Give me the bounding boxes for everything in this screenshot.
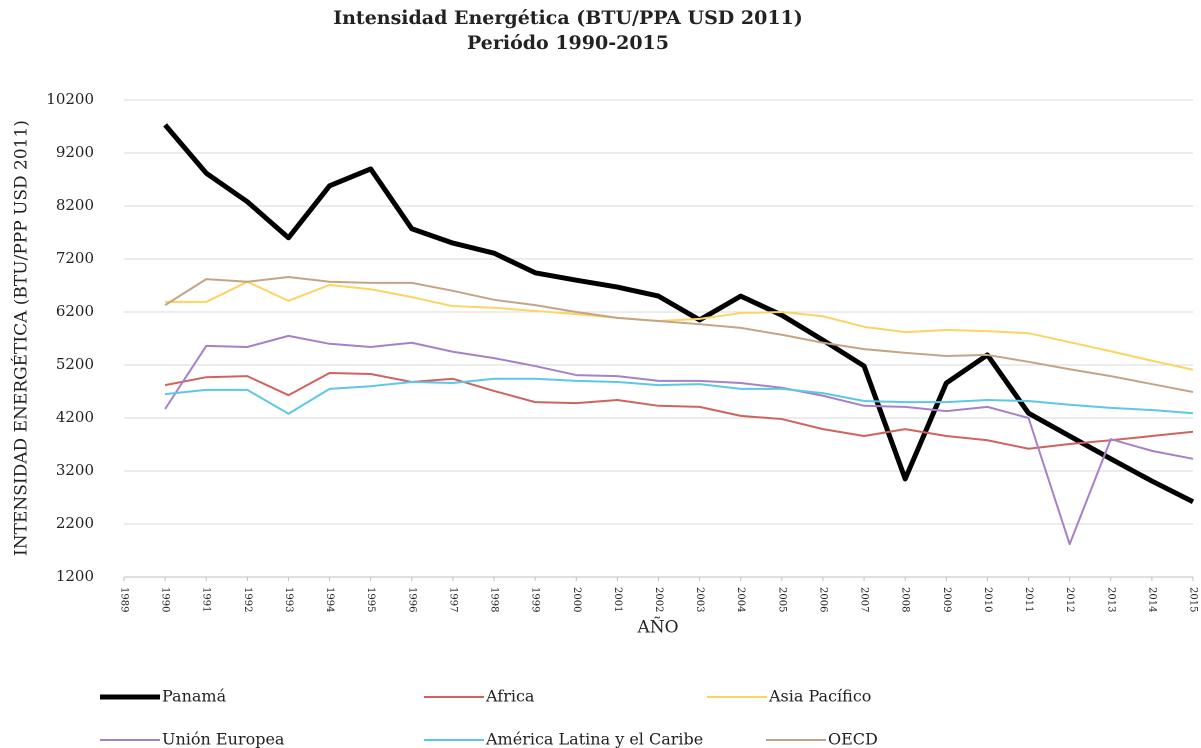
x-tick-label: 2004 bbox=[735, 587, 746, 612]
y-tick-label: 4200 bbox=[56, 408, 94, 426]
x-tick-label: 1997 bbox=[447, 587, 458, 612]
y-tick-label: 6200 bbox=[56, 302, 94, 320]
legend-label: Panamá bbox=[162, 687, 227, 706]
x-tick-label: 2015 bbox=[1188, 587, 1199, 612]
y-tick-label: 7200 bbox=[56, 249, 94, 267]
y-tick-label: 2200 bbox=[56, 514, 94, 532]
x-tick-label: 2005 bbox=[776, 587, 787, 612]
y-axis-label: INTENSIDAD ENERGÉTICA (BTU/PPP USD 2011) bbox=[11, 120, 32, 556]
y-tick-label: 8200 bbox=[56, 196, 94, 214]
x-tick-label: 2012 bbox=[1064, 587, 1075, 612]
x-tick-label: 2003 bbox=[694, 587, 705, 612]
x-tick-label: 1996 bbox=[406, 587, 417, 612]
x-tick-label: 2011 bbox=[1023, 587, 1034, 612]
x-tick-label: 1993 bbox=[283, 587, 294, 612]
x-tick-label: 1990 bbox=[160, 587, 171, 612]
series-line bbox=[164, 334, 1194, 546]
series-line bbox=[163, 123, 1195, 504]
legend-label: Unión Europea bbox=[162, 730, 285, 748]
legend-label: OECD bbox=[828, 730, 878, 748]
legend-label: Africa bbox=[485, 687, 535, 706]
x-tick-label: 2013 bbox=[1105, 587, 1116, 612]
x-tick-label: 2014 bbox=[1146, 587, 1157, 612]
x-tick-label: 2008 bbox=[900, 587, 911, 612]
y-tick-label: 1200 bbox=[56, 567, 94, 585]
x-tick-label: 2001 bbox=[612, 587, 623, 612]
x-axis-label: AÑO bbox=[636, 617, 678, 638]
x-tick-label: 1992 bbox=[242, 587, 253, 612]
x-tick-label: 1989 bbox=[119, 587, 130, 612]
series-line bbox=[164, 276, 1194, 394]
y-tick-label: 9200 bbox=[56, 143, 94, 161]
x-tick-label: 2007 bbox=[859, 587, 870, 612]
x-tick-label: 1998 bbox=[489, 587, 500, 612]
legend-label: América Latina y el Caribe bbox=[485, 730, 703, 748]
y-tick-label: 3200 bbox=[56, 461, 94, 479]
x-tick-label: 2010 bbox=[982, 587, 993, 612]
x-tick-label: 2000 bbox=[571, 587, 582, 612]
series-line bbox=[165, 280, 1194, 371]
x-tick-label: 2006 bbox=[817, 587, 828, 612]
chart-subtitle: Periódo 1990-2015 bbox=[467, 32, 669, 54]
x-tick-label: 1991 bbox=[201, 587, 212, 612]
chart-title: Intensidad Energética (BTU/PPA USD 2011) bbox=[333, 7, 803, 29]
series-line bbox=[164, 371, 1194, 450]
x-tick-label: 2002 bbox=[653, 587, 664, 612]
y-tick-label: 5200 bbox=[56, 355, 94, 373]
x-tick-label: 2009 bbox=[941, 587, 952, 612]
legend-label: Asia Pacífico bbox=[768, 687, 871, 706]
y-tick-label: 10200 bbox=[46, 90, 94, 108]
series-line bbox=[165, 377, 1194, 415]
x-tick-label: 1994 bbox=[324, 587, 335, 612]
x-tick-label: 1995 bbox=[365, 587, 376, 612]
x-tick-label: 1999 bbox=[530, 587, 541, 612]
